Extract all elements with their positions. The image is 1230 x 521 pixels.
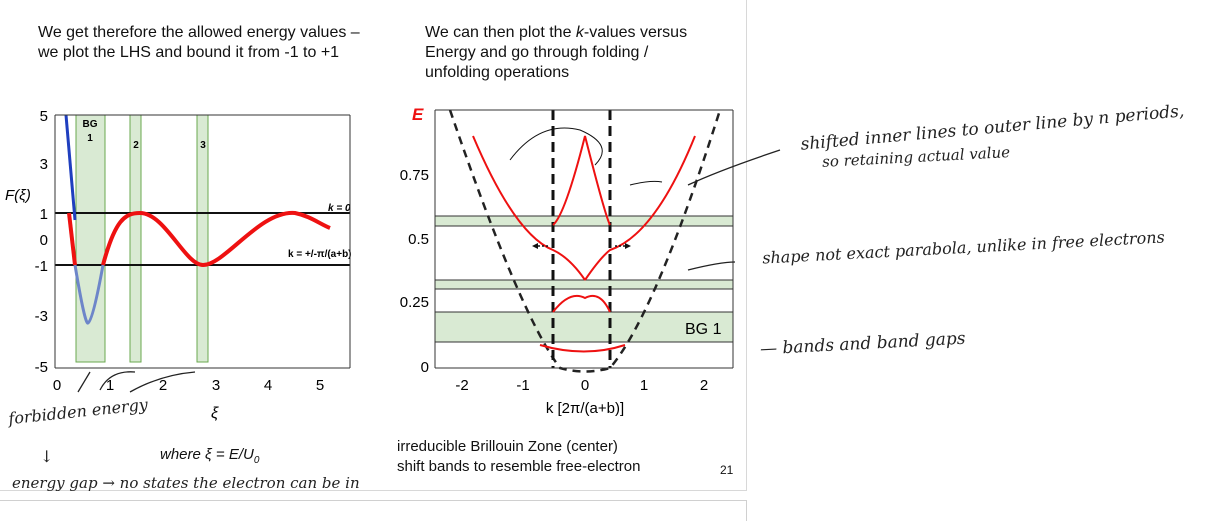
ytick-m5: -5 <box>35 359 48 376</box>
fold-arrow-curve-2 <box>629 180 663 186</box>
xtick-2: 2 <box>159 377 167 394</box>
annotation-4-arrow: ↓ <box>40 447 54 466</box>
band-red-outer-right <box>584 135 696 281</box>
fold-arrow-curve <box>509 127 603 166</box>
rytick-05: 0.5 <box>408 231 429 248</box>
xtick-5: 5 <box>316 377 324 394</box>
right-heading: We can then plot the k-values versus Ene… <box>425 23 745 83</box>
curve-blue <box>64 114 77 221</box>
curve-lightblue <box>73 264 105 325</box>
band-gap-3-label: 3 <box>200 140 206 151</box>
xtick-1: 1 <box>106 377 114 394</box>
arrow-left-head <box>532 243 538 249</box>
band-red-inner <box>552 135 611 226</box>
ytick-m1: -1 <box>35 258 48 275</box>
right-xlabel: k [2π/(a+b)] <box>546 400 624 417</box>
bz-line-2: shift bands to resemble free-electron <box>397 458 641 475</box>
right-heading-pre: We can then plot the <box>425 24 576 41</box>
band-red-outer-left <box>472 135 586 281</box>
next-slide-edge <box>0 500 747 521</box>
where-text: where ξ = E/U <box>160 446 254 463</box>
xtick-3: 3 <box>212 377 220 394</box>
bz-line-1: irreducible Brillouin Zone (center) <box>397 438 618 455</box>
where-label: where ξ = E/U0 <box>160 445 259 471</box>
rytick-0: 0 <box>421 359 429 376</box>
annotation-4-line-2: energy gap → no states the electron can … <box>12 474 360 492</box>
annotation-2: shape not exact parabola, unlike in free… <box>761 227 1166 268</box>
rxtick-m1: -1 <box>516 377 529 394</box>
band-gap-3 <box>196 114 209 363</box>
rxtick-1: 1 <box>640 377 648 394</box>
slide: We get therefore the allowed energy valu… <box>0 0 747 491</box>
bg-band-middle <box>434 279 734 290</box>
kpi-label: k = +/-π/(a+b) <box>288 249 352 260</box>
xtick-0: 0 <box>53 377 61 394</box>
bg-band-upper <box>434 215 734 227</box>
curve-red-1 <box>67 212 77 266</box>
rxtick-2: 2 <box>700 377 708 394</box>
band-red-bottom <box>539 344 626 353</box>
band-gap-1 <box>75 114 106 363</box>
k0-label: k = 0 <box>328 203 351 214</box>
rxtick-m2: -2 <box>455 377 468 394</box>
right-heading-k: k <box>575 24 584 41</box>
annotation-3: — bands and band gaps <box>759 328 967 360</box>
where-sub: 0 <box>253 455 260 466</box>
arrow-right-head <box>625 243 631 249</box>
right-plot: BG 1 E 0 0.25 0.5 0.75 -2 -1 0 1 2 k [2π… <box>400 105 734 417</box>
ytick-0: 0 <box>40 232 48 249</box>
rxtick-0: 0 <box>581 377 589 394</box>
band-gap-2-label: 2 <box>133 140 139 151</box>
ytick-3: 3 <box>40 156 48 173</box>
page-number: 21 <box>720 463 734 477</box>
curve-red-2 <box>101 210 331 268</box>
band-red-low <box>552 294 611 313</box>
xtick-4: 4 <box>264 377 272 394</box>
ytick-5: 5 <box>40 108 48 125</box>
left-plot: BG 1 2 3 k = 0 k = +/-π/(a+b) 5 3 1 0 -1… <box>5 108 352 422</box>
left-ylabel: F(ξ) <box>5 187 31 204</box>
band-gap-1-label-bg: BG <box>83 119 98 130</box>
left-xlabel: ξ <box>211 405 219 422</box>
bg1-label: BG 1 <box>685 321 722 338</box>
left-heading: We get therefore the allowed energy valu… <box>38 24 360 61</box>
band-gap-2 <box>129 114 142 363</box>
ytick-1: 1 <box>40 206 48 223</box>
rytick-025: 0.25 <box>400 294 429 311</box>
right-ylabel: E <box>412 105 424 124</box>
free-electron-parabola <box>448 109 722 373</box>
ytick-m3: -3 <box>35 308 48 325</box>
right-heading-post: -values versus Energy and go through fol… <box>425 24 688 81</box>
band-gap-1-label-num: 1 <box>87 133 93 144</box>
rytick-075: 0.75 <box>400 167 429 184</box>
